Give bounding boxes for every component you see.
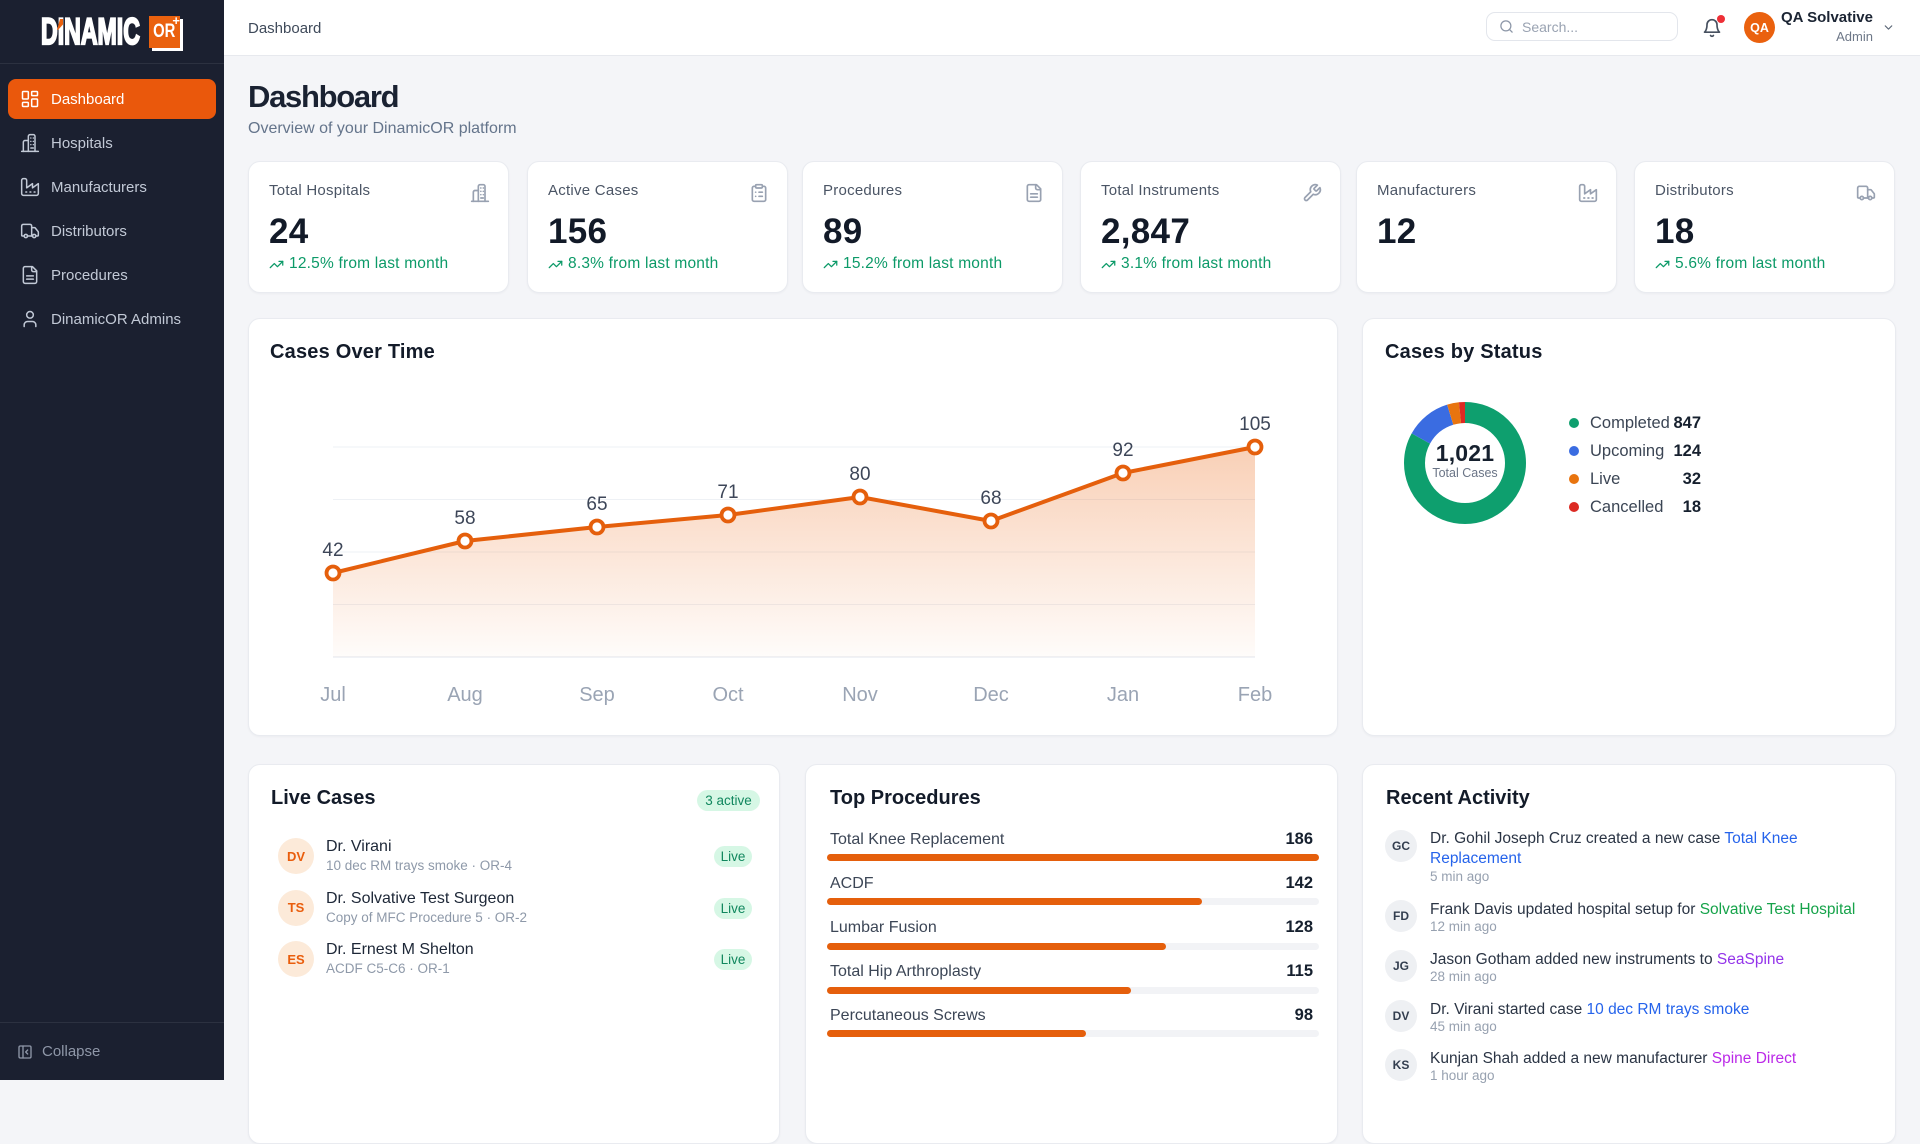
svg-text:58: 58 — [454, 508, 475, 529]
svg-text:65: 65 — [586, 494, 607, 515]
svg-text:Feb: Feb — [1238, 684, 1272, 706]
svg-text:Jan: Jan — [1107, 684, 1139, 706]
svg-text:Oct: Oct — [712, 684, 744, 706]
svg-text:42: 42 — [322, 540, 343, 561]
svg-text:Sep: Sep — [579, 684, 615, 706]
svg-text:71: 71 — [717, 482, 738, 503]
svg-text:Jul: Jul — [320, 684, 346, 706]
svg-text:92: 92 — [1112, 440, 1133, 461]
svg-text:Aug: Aug — [447, 684, 483, 706]
svg-text:Nov: Nov — [842, 684, 878, 706]
svg-text:105: 105 — [1239, 414, 1271, 435]
svg-text:80: 80 — [849, 464, 870, 485]
svg-text:68: 68 — [980, 488, 1001, 509]
svg-text:Dec: Dec — [973, 684, 1009, 706]
